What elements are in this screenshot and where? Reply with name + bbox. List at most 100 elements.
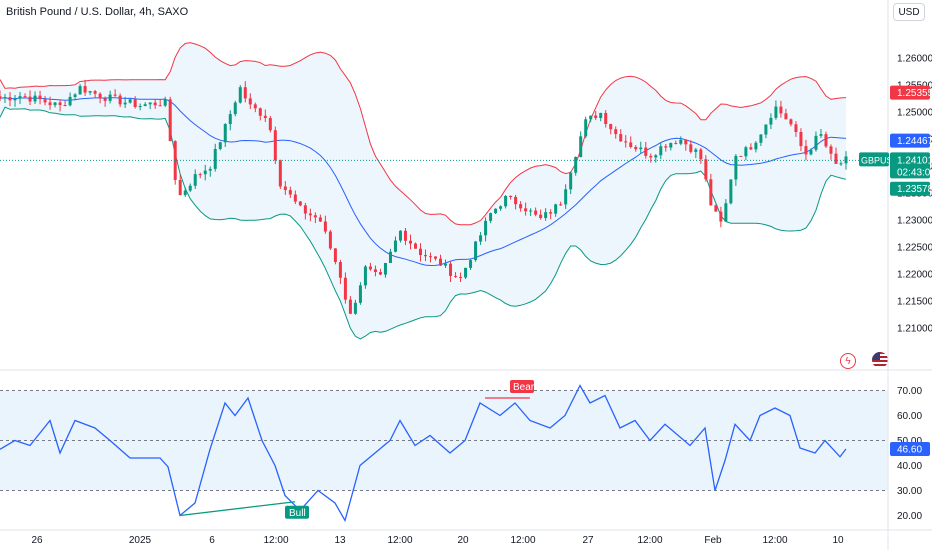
candle-body bbox=[519, 204, 523, 209]
candle-body bbox=[418, 248, 422, 256]
candle-body bbox=[343, 277, 347, 300]
candle-body bbox=[434, 256, 438, 259]
candle-body bbox=[53, 102, 57, 106]
candle bbox=[779, 100, 783, 118]
candle bbox=[449, 261, 453, 283]
candle-body bbox=[208, 168, 212, 171]
candle bbox=[514, 194, 518, 210]
price-tick-label: 1.25000 bbox=[897, 107, 932, 118]
candle-body bbox=[233, 102, 237, 115]
candle-body bbox=[534, 210, 538, 215]
candle-body bbox=[318, 217, 322, 222]
time-tick-label: 20 bbox=[457, 535, 469, 546]
candle bbox=[604, 110, 608, 128]
candle bbox=[564, 184, 568, 209]
candle-body bbox=[263, 115, 267, 119]
candle-body bbox=[298, 201, 302, 206]
candle-body bbox=[479, 235, 483, 242]
rsi-tick-label: 40.00 bbox=[897, 461, 922, 472]
candle bbox=[283, 181, 287, 195]
candle-body bbox=[609, 123, 613, 130]
candle bbox=[398, 230, 402, 243]
candle bbox=[193, 169, 197, 189]
candle-body bbox=[794, 124, 798, 132]
bollinger-fill bbox=[0, 42, 846, 339]
price-tick-label: 1.23000 bbox=[897, 215, 932, 226]
candle-body bbox=[133, 99, 137, 108]
candle-body bbox=[749, 147, 753, 150]
candle-body bbox=[158, 105, 162, 107]
candle-body bbox=[594, 115, 598, 119]
candle-body bbox=[213, 148, 217, 169]
candle bbox=[754, 141, 758, 153]
candle-body bbox=[258, 108, 262, 116]
candle-body bbox=[108, 94, 112, 101]
candle bbox=[519, 201, 523, 212]
candle bbox=[8, 92, 12, 107]
candle bbox=[809, 148, 813, 156]
candle-body bbox=[629, 142, 633, 148]
time-tick-label: 12:00 bbox=[510, 535, 535, 546]
candle-body bbox=[253, 104, 257, 109]
candle bbox=[484, 217, 488, 242]
candle-body bbox=[554, 204, 558, 214]
candle-body bbox=[739, 155, 743, 157]
bull-badge bbox=[285, 505, 309, 519]
candle bbox=[669, 142, 673, 151]
candle bbox=[824, 131, 828, 149]
candle-body bbox=[569, 172, 573, 190]
candle bbox=[529, 208, 533, 217]
candle bbox=[634, 145, 638, 152]
candle bbox=[258, 107, 262, 121]
candle-body bbox=[328, 231, 332, 249]
candle bbox=[203, 164, 207, 181]
flash-icon[interactable]: ϟ bbox=[840, 353, 856, 369]
candle bbox=[749, 143, 753, 151]
price-pane bbox=[0, 42, 888, 340]
candle bbox=[0, 90, 2, 102]
candle bbox=[133, 96, 137, 109]
candle bbox=[549, 209, 553, 220]
rsi-tick-label: 60.00 bbox=[897, 411, 922, 422]
candle-body bbox=[118, 95, 122, 105]
candle bbox=[78, 84, 82, 95]
currency-button[interactable]: USD bbox=[893, 3, 925, 21]
candle bbox=[759, 133, 763, 146]
candle bbox=[53, 102, 57, 108]
candle bbox=[814, 131, 818, 152]
candle-body bbox=[88, 91, 92, 93]
candle bbox=[794, 121, 798, 137]
candle-body bbox=[664, 146, 668, 148]
candle bbox=[674, 140, 678, 145]
candle bbox=[213, 143, 217, 172]
candle bbox=[298, 200, 302, 207]
candle-body bbox=[393, 240, 397, 252]
candle bbox=[343, 272, 347, 304]
candle-body bbox=[123, 102, 127, 105]
countdown-label: 02:43:01 bbox=[897, 167, 932, 178]
price-tick-label: 1.26000 bbox=[897, 53, 932, 64]
candle bbox=[724, 199, 728, 222]
candle-body bbox=[709, 179, 713, 206]
candle bbox=[644, 141, 648, 159]
candle bbox=[769, 113, 773, 130]
candle-body bbox=[373, 269, 377, 273]
candle bbox=[18, 92, 22, 104]
candle bbox=[218, 141, 222, 151]
candle bbox=[403, 227, 407, 246]
candle bbox=[469, 259, 473, 270]
candle bbox=[48, 96, 52, 110]
candle-body bbox=[408, 240, 412, 244]
candle bbox=[709, 173, 713, 206]
candle-body bbox=[689, 144, 693, 152]
candle bbox=[489, 212, 493, 224]
symbol-label: GBPUSD bbox=[861, 155, 900, 165]
candle-body bbox=[619, 134, 623, 142]
candle-body bbox=[564, 189, 568, 205]
candle bbox=[13, 94, 17, 107]
us-flag-icon[interactable] bbox=[872, 352, 888, 368]
candle bbox=[629, 136, 633, 149]
candle-body bbox=[368, 266, 372, 270]
